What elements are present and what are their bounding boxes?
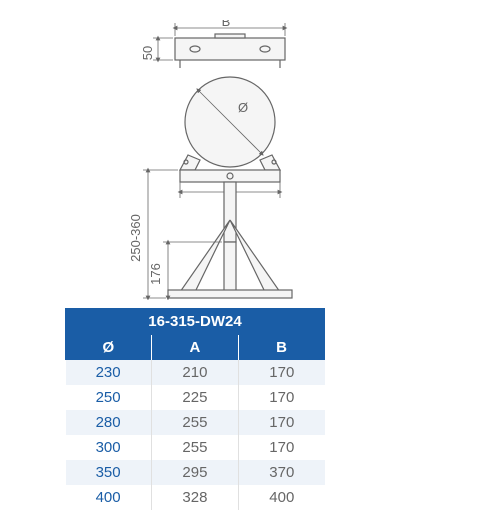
dimension-table: 16-315-DW24 Ø A B 2302101702502251702802… [65, 308, 325, 510]
label-50: 50 [140, 46, 155, 60]
cell-dia: 250 [66, 385, 152, 410]
table-row: 300255170 [66, 435, 325, 460]
cell-b: 170 [239, 360, 325, 385]
product-code: 16-315-DW24 [66, 309, 325, 335]
cell-b: 400 [239, 485, 325, 510]
cell-dia: 350 [66, 460, 152, 485]
col-A: A [151, 335, 238, 361]
table-row: 250225170 [66, 385, 325, 410]
cell-a: 328 [151, 485, 238, 510]
top-plate [175, 34, 285, 68]
col-dia: Ø [66, 335, 152, 361]
table-row: 230210170 [66, 360, 325, 385]
col-B: B [239, 335, 325, 361]
cell-a: 295 [151, 460, 238, 485]
label-176: 176 [148, 263, 163, 285]
cell-a: 225 [151, 385, 238, 410]
pipe-clamp: Ø [180, 77, 280, 182]
cell-b: 370 [239, 460, 325, 485]
cell-a: 210 [151, 360, 238, 385]
cell-dia: 230 [66, 360, 152, 385]
cell-dia: 280 [66, 410, 152, 435]
cell-b: 170 [239, 410, 325, 435]
cell-a: 255 [151, 435, 238, 460]
cell-dia: 400 [66, 485, 152, 510]
cell-b: 170 [239, 435, 325, 460]
table-row: 280255170 [66, 410, 325, 435]
table-row: 350295370 [66, 460, 325, 485]
cell-dia: 300 [66, 435, 152, 460]
label-250-360: 250-360 [128, 214, 143, 262]
table-row: 400328400 [66, 485, 325, 510]
dim-50: 50 [140, 38, 173, 60]
cell-b: 170 [239, 385, 325, 410]
technical-drawing: B 50 Ø A 250-360 [60, 20, 340, 300]
label-dia: Ø [238, 100, 248, 115]
label-B: B [222, 20, 231, 29]
cell-a: 255 [151, 410, 238, 435]
stand [168, 182, 292, 298]
